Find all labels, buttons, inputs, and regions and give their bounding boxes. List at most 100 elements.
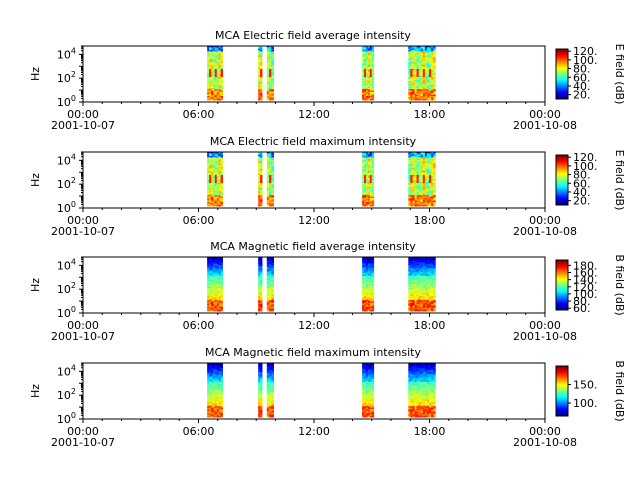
spectrogram-cell: [212, 380, 216, 383]
spectrogram-cell: [209, 390, 212, 392]
spectrogram-cell: [209, 278, 212, 281]
spectrogram-cell: [271, 373, 274, 376]
spectrogram-cell: [408, 263, 411, 266]
spectrogram-cell: [211, 85, 214, 87]
spectrogram-cell: [364, 154, 367, 157]
spectrogram-cell: [258, 298, 261, 301]
spectrogram-cell: [365, 192, 369, 195]
spectrogram-cell: [258, 204, 261, 207]
spectrogram-cell: [371, 161, 375, 164]
x-tick-label: 00:00: [529, 214, 561, 227]
spectrogram-cell: [260, 179, 263, 181]
spectrogram-cell: [369, 77, 373, 79]
spectrogram-cell: [416, 296, 420, 298]
y-tick-label: 104: [57, 257, 76, 272]
spectrogram-cell: [367, 169, 371, 172]
colorbar-swatch: [556, 174, 568, 177]
spectrogram-cell: [258, 58, 261, 60]
spectrogram-cell: [410, 293, 413, 296]
spectrogram-cell: [420, 47, 424, 50]
spectrogram-cell: [220, 197, 223, 200]
spectrogram-cell: [207, 200, 210, 203]
spectrogram-cell: [211, 46, 214, 48]
spectrogram-cell: [218, 267, 222, 270]
spectrogram-cell: [431, 271, 434, 274]
spectrogram-cell: [429, 181, 432, 184]
spectrogram-cell: [260, 158, 263, 161]
spectrogram-cell: [420, 51, 424, 54]
spectrogram-cell: [258, 59, 261, 62]
spectrogram-cell: [416, 297, 420, 300]
spectrogram-cell: [422, 278, 426, 281]
spectrogram-cell: [426, 73, 430, 75]
spectrogram-cell: [266, 85, 270, 87]
spectrogram-cell: [214, 187, 218, 189]
spectrogram-cell: [260, 95, 263, 98]
spectrogram-cell: [416, 309, 420, 312]
spectrogram-cell: [408, 152, 411, 154]
spectrogram-cell: [258, 399, 261, 402]
spectrogram-cell: [418, 179, 422, 181]
spectrogram-cell: [266, 263, 270, 266]
spectrogram-cell: [365, 385, 369, 388]
spectrogram-cell: [220, 294, 223, 297]
spectrogram-cell: [416, 258, 420, 261]
spectrogram-cell: [218, 285, 222, 288]
spectrogram-cell: [209, 399, 212, 402]
spectrogram-cell: [216, 398, 220, 400]
spectrogram-cell: [431, 62, 434, 64]
spectrogram-cell: [431, 55, 434, 58]
spectrogram-cell: [367, 293, 371, 296]
spectrogram-cell: [266, 388, 270, 391]
spectrogram-cell: [362, 304, 365, 306]
spectrogram-cell: [220, 265, 223, 267]
spectrogram-cell: [412, 300, 415, 302]
spectrogram-cell: [271, 285, 274, 288]
spectrogram-cell: [266, 364, 270, 367]
spectrogram-cell: [365, 392, 369, 395]
spectrogram-cell: [367, 196, 371, 199]
spectrogram-cell: [260, 162, 263, 165]
spectrogram-cell: [412, 270, 415, 273]
spectrogram-cell: [266, 192, 270, 195]
spectrogram-cell: [220, 161, 223, 164]
spectrogram-cell: [408, 48, 411, 51]
spectrogram-cell: [211, 372, 214, 375]
colorbar-swatch: [556, 198, 568, 201]
colorbar-swatch: [556, 90, 568, 93]
spectrogram-cell: [269, 79, 272, 82]
spectrogram-cell: [218, 95, 222, 98]
spectrogram-cell: [422, 196, 426, 199]
spectrogram-cell: [433, 59, 436, 62]
spectrogram-cell: [412, 162, 415, 165]
spectrogram-cell: [365, 75, 369, 78]
spectrogram-cell: [433, 60, 436, 63]
spectrogram-cell: [266, 381, 270, 384]
spectrogram-cell: [364, 168, 367, 170]
spectrogram-cell: [414, 79, 418, 82]
spectrogram-cell: [414, 262, 418, 265]
spectrogram-cell: [429, 51, 432, 54]
spectrogram-cell: [420, 91, 424, 94]
spectrogram-cell: [266, 390, 270, 392]
spectrogram-cell: [416, 86, 420, 89]
x-tick-date-label: 2001-10-08: [513, 330, 577, 343]
spectrogram-cell: [362, 181, 365, 184]
spectrogram-cell: [414, 47, 418, 50]
x-tick-label: 06:00: [183, 108, 215, 121]
spectrogram-cell: [426, 93, 430, 95]
spectrogram-cell: [271, 199, 274, 201]
spectrogram-cell: [365, 183, 369, 185]
spectrogram-cell: [207, 300, 210, 302]
spectrogram-cell: [408, 275, 411, 278]
spectrogram-cell: [426, 191, 430, 193]
spectrogram-cell: [371, 273, 375, 275]
spectrogram-cell: [220, 193, 223, 196]
spectrogram-cell: [218, 365, 222, 368]
spectrogram-cell: [424, 183, 428, 185]
spectrogram-cell: [424, 188, 428, 191]
spectrogram-cell: [426, 293, 430, 296]
spectrogram-cell: [209, 64, 212, 67]
spectrogram-cell: [214, 410, 218, 412]
spectrogram-cell: [365, 273, 369, 275]
